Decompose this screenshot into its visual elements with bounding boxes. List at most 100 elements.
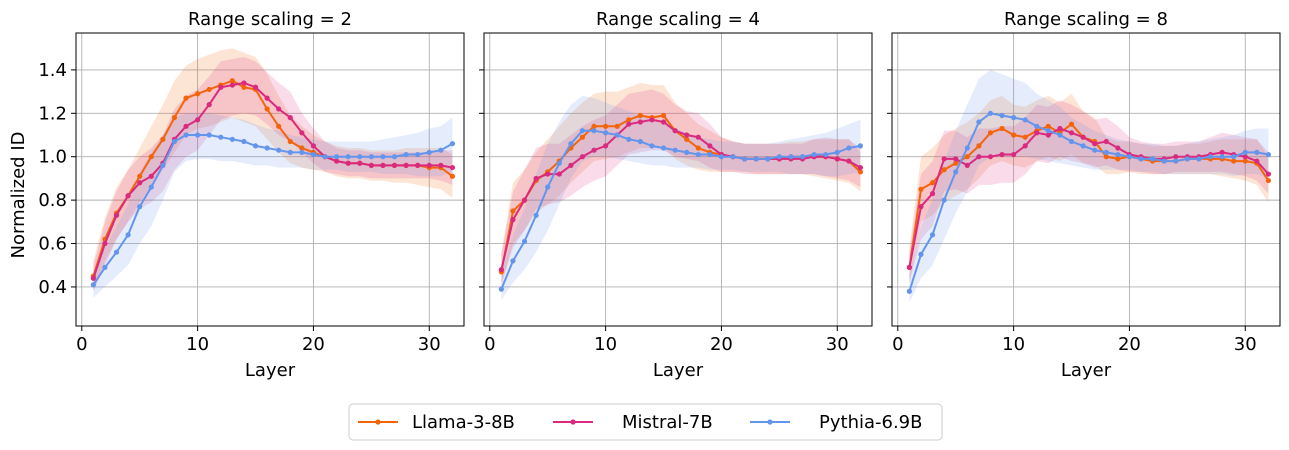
point-mistral-7b [976, 154, 982, 160]
point-mistral-7b [672, 128, 678, 134]
point-mistral-7b [556, 171, 562, 177]
point-pythia-6-9b [1045, 128, 1051, 134]
point-pythia-6-9b [1219, 154, 1225, 160]
legend-entry-pythia: Pythia-6.9B [750, 412, 922, 433]
point-pythia-6-9b [287, 149, 293, 155]
point-llama-3-8b [206, 86, 212, 93]
point-pythia-6-9b [498, 286, 504, 292]
legend-frame [348, 403, 943, 441]
point-pythia-6-9b [929, 232, 936, 238]
y-tick-label: 0.6 [38, 234, 67, 255]
point-llama-3-8b [857, 169, 864, 175]
point-pythia-6-9b [603, 130, 609, 136]
point-pythia-6-9b [1138, 156, 1144, 162]
point-pythia-6-9b [1196, 156, 1202, 162]
point-pythia-6-9b [741, 156, 748, 162]
point-mistral-7b [380, 162, 386, 168]
point-pythia-6-9b [906, 288, 912, 294]
legend-entry-llama: Llama-3-8B [358, 412, 515, 433]
legend-marker-pythia [767, 419, 773, 425]
point-pythia-6-9b [976, 119, 982, 125]
legend-entry-mistral: Mistral-7B [553, 412, 713, 433]
point-mistral-7b [1265, 171, 1272, 177]
point-mistral-7b [695, 134, 701, 140]
point-llama-3-8b [160, 136, 166, 142]
point-mistral-7b [579, 154, 586, 160]
point-mistral-7b [125, 193, 131, 199]
point-mistral-7b [90, 275, 96, 281]
point-llama-3-8b [1265, 177, 1272, 184]
axes-frame [483, 32, 873, 327]
point-mistral-7b [287, 115, 293, 121]
point-mistral-7b [148, 173, 154, 179]
point-mistral-7b [660, 119, 667, 125]
point-mistral-7b [846, 158, 852, 164]
point-mistral-7b [987, 154, 994, 160]
y-tick-label: 1.0 [38, 147, 67, 168]
point-pythia-6-9b [765, 156, 771, 162]
point-mistral-7b [626, 121, 632, 127]
point-llama-3-8b [1115, 156, 1121, 162]
point-pythia-6-9b [556, 160, 562, 166]
point-pythia-6-9b [918, 251, 924, 257]
point-pythia-6-9b [684, 149, 690, 155]
point-mistral-7b [1092, 141, 1098, 147]
point-pythia-6-9b [357, 154, 363, 160]
panel-title: Range scaling = 8 [1004, 9, 1168, 30]
point-mistral-7b [707, 143, 713, 149]
point-mistral-7b [102, 240, 108, 247]
point-mistral-7b [568, 162, 574, 168]
point-pythia-6-9b [788, 154, 794, 160]
point-llama-3-8b [637, 112, 643, 119]
band-llama-3-8b [909, 93, 1269, 283]
point-llama-3-8b [976, 143, 982, 149]
point-pythia-6-9b [160, 162, 166, 168]
x-tick-label: 10 [1002, 334, 1025, 355]
point-mistral-7b [918, 204, 924, 210]
point-pythia-6-9b [1080, 143, 1086, 149]
point-llama-3-8b [626, 117, 632, 123]
point-pythia-6-9b [252, 143, 259, 149]
point-pythia-6-9b [218, 134, 224, 140]
point-mistral-7b [1219, 149, 1225, 155]
point-llama-3-8b [987, 130, 994, 136]
x-tick-label: 0 [484, 334, 495, 355]
legend-label-llama: Llama-3-8B [412, 412, 515, 433]
point-llama-3-8b [229, 78, 235, 84]
point-pythia-6-9b [510, 258, 516, 264]
plot-area [906, 69, 1272, 303]
point-pythia-6-9b [415, 151, 421, 158]
point-llama-3-8b [660, 112, 667, 119]
point-pythia-6-9b [1103, 149, 1109, 155]
x-axis-label: Layer [245, 360, 296, 381]
point-mistral-7b [1045, 132, 1051, 138]
point-mistral-7b [195, 117, 201, 123]
point-llama-3-8b [148, 154, 154, 160]
point-mistral-7b [498, 266, 504, 273]
point-llama-3-8b [1045, 123, 1051, 129]
x-tick-label: 20 [710, 334, 733, 355]
point-pythia-6-9b [1242, 149, 1248, 155]
panel-title: Range scaling = 4 [596, 9, 760, 30]
point-pythia-6-9b [1057, 132, 1063, 138]
point-pythia-6-9b [1173, 158, 1179, 164]
x-tick-label: 0 [892, 334, 903, 355]
point-mistral-7b [953, 156, 959, 162]
point-llama-3-8b [264, 106, 270, 112]
point-llama-3-8b [276, 123, 282, 129]
x-tick-label: 30 [826, 334, 849, 355]
plot-area [90, 48, 456, 298]
point-pythia-6-9b [380, 154, 386, 160]
point-pythia-6-9b [206, 132, 212, 138]
point-mistral-7b [1254, 158, 1260, 164]
point-mistral-7b [1103, 138, 1109, 145]
point-mistral-7b [1057, 125, 1063, 132]
point-mistral-7b [1022, 143, 1028, 149]
x-axis-label: Layer [1061, 360, 1112, 381]
point-llama-3-8b [579, 134, 586, 140]
legend-label-mistral: Mistral-7B [622, 412, 713, 433]
point-pythia-6-9b [438, 147, 444, 153]
point-llama-3-8b [1242, 158, 1248, 164]
point-mistral-7b [391, 162, 398, 168]
point-llama-3-8b [953, 160, 959, 166]
